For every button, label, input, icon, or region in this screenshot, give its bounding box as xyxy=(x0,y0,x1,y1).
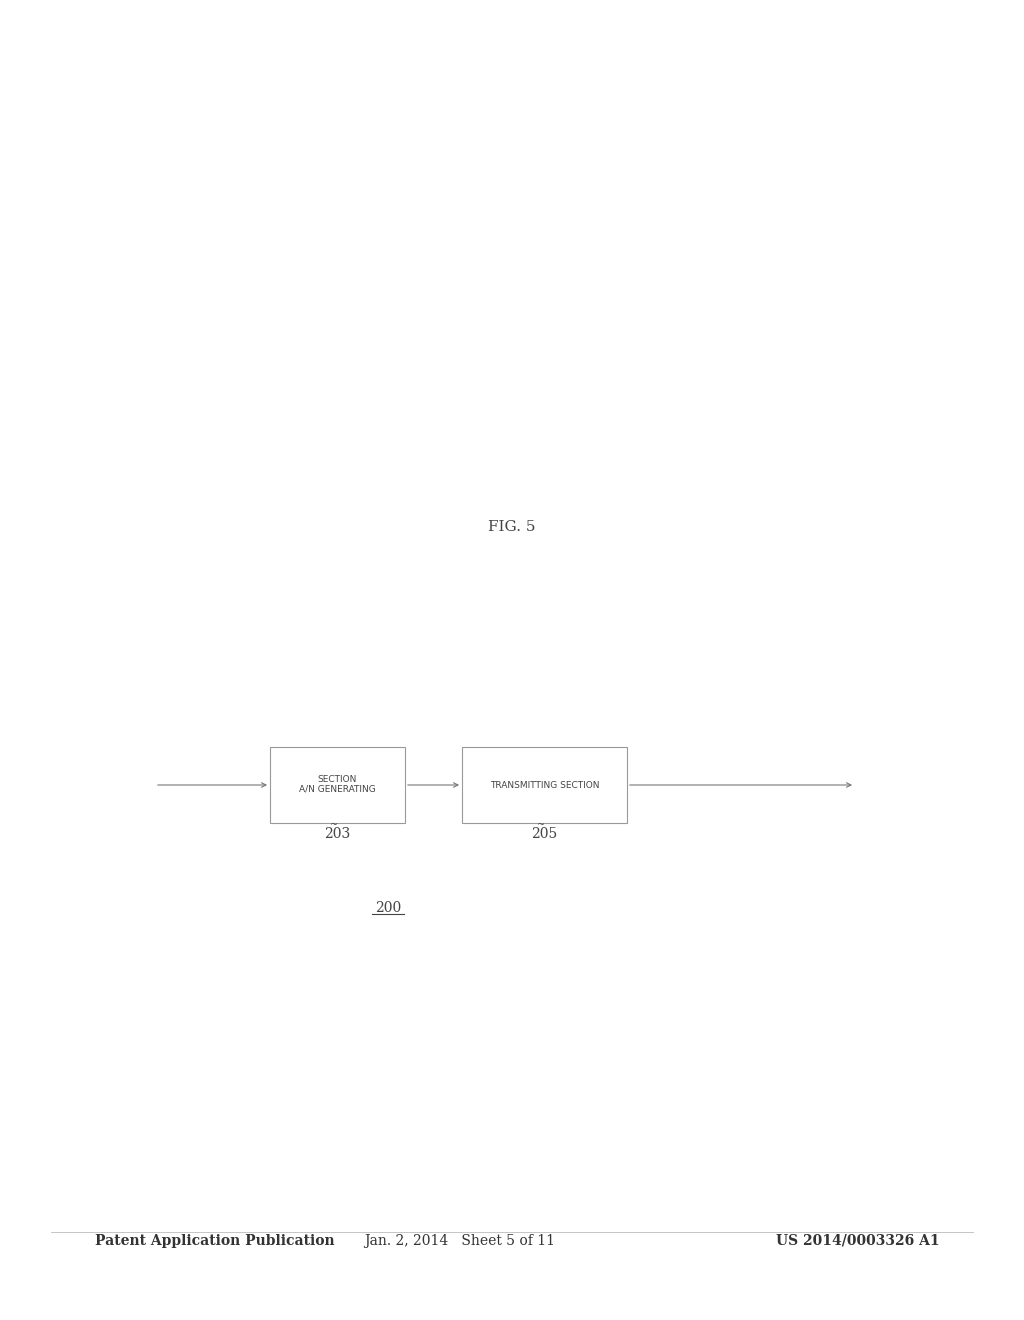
Text: Patent Application Publication: Patent Application Publication xyxy=(95,1234,335,1247)
Bar xyxy=(462,747,627,822)
Text: A/N GENERATING: A/N GENERATING xyxy=(299,784,376,793)
Text: SECTION: SECTION xyxy=(317,775,357,784)
Text: ~: ~ xyxy=(538,820,546,829)
Text: TRANSMITTING SECTION: TRANSMITTING SECTION xyxy=(489,780,599,789)
Text: US 2014/0003326 A1: US 2014/0003326 A1 xyxy=(776,1234,940,1247)
Text: 200: 200 xyxy=(375,902,401,915)
Text: 205: 205 xyxy=(531,828,558,841)
Text: FIG. 5: FIG. 5 xyxy=(488,520,536,535)
Bar xyxy=(270,747,406,822)
Text: Jan. 2, 2014   Sheet 5 of 11: Jan. 2, 2014 Sheet 5 of 11 xyxy=(365,1234,555,1247)
Text: 203: 203 xyxy=(325,828,350,841)
Text: ~: ~ xyxy=(331,820,339,829)
